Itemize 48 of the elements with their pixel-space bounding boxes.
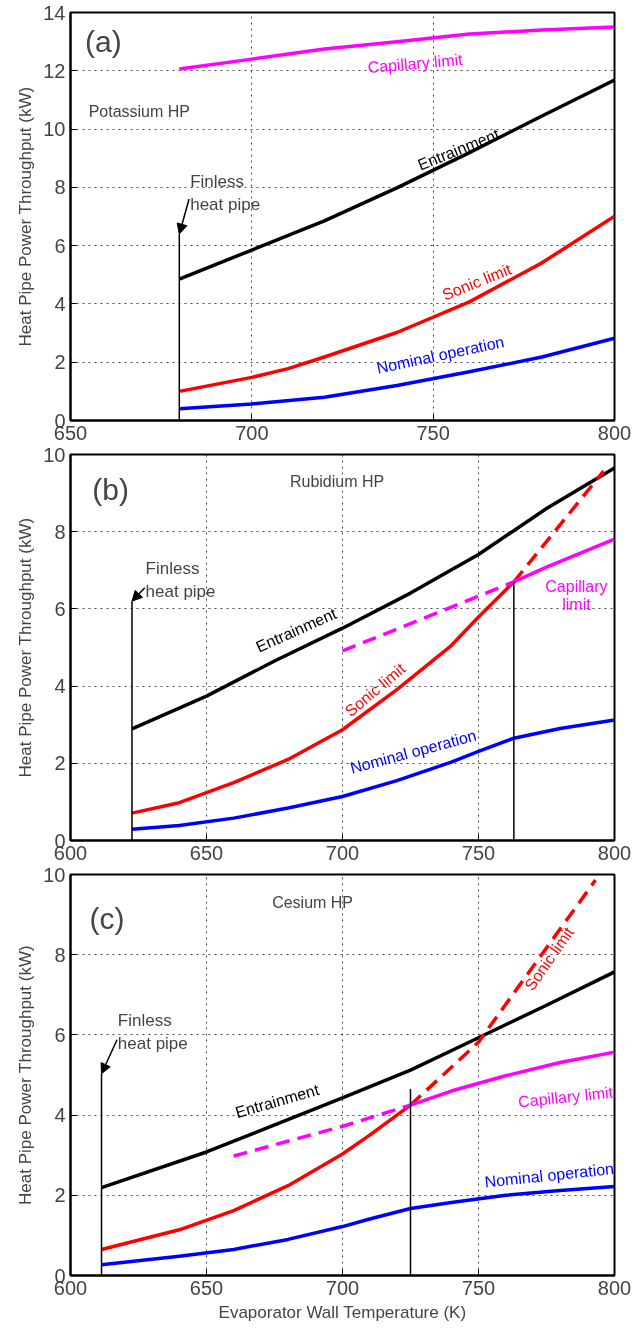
y-tick-label: 4: [54, 292, 66, 315]
y-tick-label: 6: [54, 597, 66, 620]
y-axis-title: Heat Pipe Power Throughput (kW): [16, 86, 36, 347]
x-tick-label: 650: [189, 841, 224, 864]
x-tick-label: 750: [461, 841, 496, 864]
annotation: (a): [85, 25, 122, 59]
x-tick-label: 800: [597, 841, 632, 864]
text: Sonic limit: [439, 260, 515, 304]
x-tick-label: 800: [597, 421, 632, 444]
x-tick-label: 750: [416, 421, 450, 444]
annotation: Finless heat pipe: [145, 559, 216, 601]
annotation: Rubidium HP: [289, 473, 385, 491]
y-tick-label: 8: [54, 943, 66, 966]
x-tick-label: 650: [189, 1276, 224, 1299]
text: Nominal operation: [348, 726, 479, 777]
y-tick-label: 2: [54, 1184, 66, 1207]
text: Nominal operation: [483, 1160, 615, 1191]
y-tick-label: 14: [43, 1, 66, 24]
y-tick-label: 2: [54, 752, 66, 775]
annotation: Finless heat pipe: [117, 1010, 188, 1053]
x-tick-label: 750: [461, 1276, 496, 1299]
y-tick-label: 2: [54, 351, 66, 374]
y-axis-title: Heat Pipe Power Throughput (kW): [16, 945, 36, 1205]
y-tick-label: 10: [43, 863, 66, 886]
y-tick-label: 10: [43, 118, 66, 141]
x-axis-title: Evaporator Wall Temperature (K): [218, 1302, 467, 1322]
annotation: Finless heat pipe: [190, 172, 261, 215]
y-tick-label: 12: [43, 59, 66, 82]
x-tick-label: 700: [325, 841, 360, 864]
y-tick-label: 8: [54, 520, 66, 543]
x-tick-label: 700: [325, 1276, 360, 1299]
y-tick-label: 10: [43, 443, 66, 466]
text: Nominal operation: [375, 333, 506, 377]
x-tick-label: 700: [235, 421, 269, 444]
annotation: (c): [89, 902, 125, 936]
y-tick-label: 6: [54, 1023, 66, 1046]
annotation: Potassium HP: [88, 103, 191, 121]
y-tick-label: 4: [54, 675, 66, 698]
annotation: Cesium HP: [272, 894, 354, 912]
y-axis-title: Heat Pipe Power Throughput (kW): [16, 517, 36, 778]
y-tick-label: 4: [54, 1104, 66, 1127]
x-tick-label: 800: [597, 1276, 632, 1299]
series-label: Capillary limit: [366, 50, 464, 77]
y-tick-label: 8: [54, 176, 66, 199]
text: Capillary limit: [517, 1083, 615, 1111]
series-label: Capillary limit: [545, 577, 608, 614]
y-tick-label: 6: [54, 234, 66, 257]
annotation: (b): [92, 472, 129, 506]
